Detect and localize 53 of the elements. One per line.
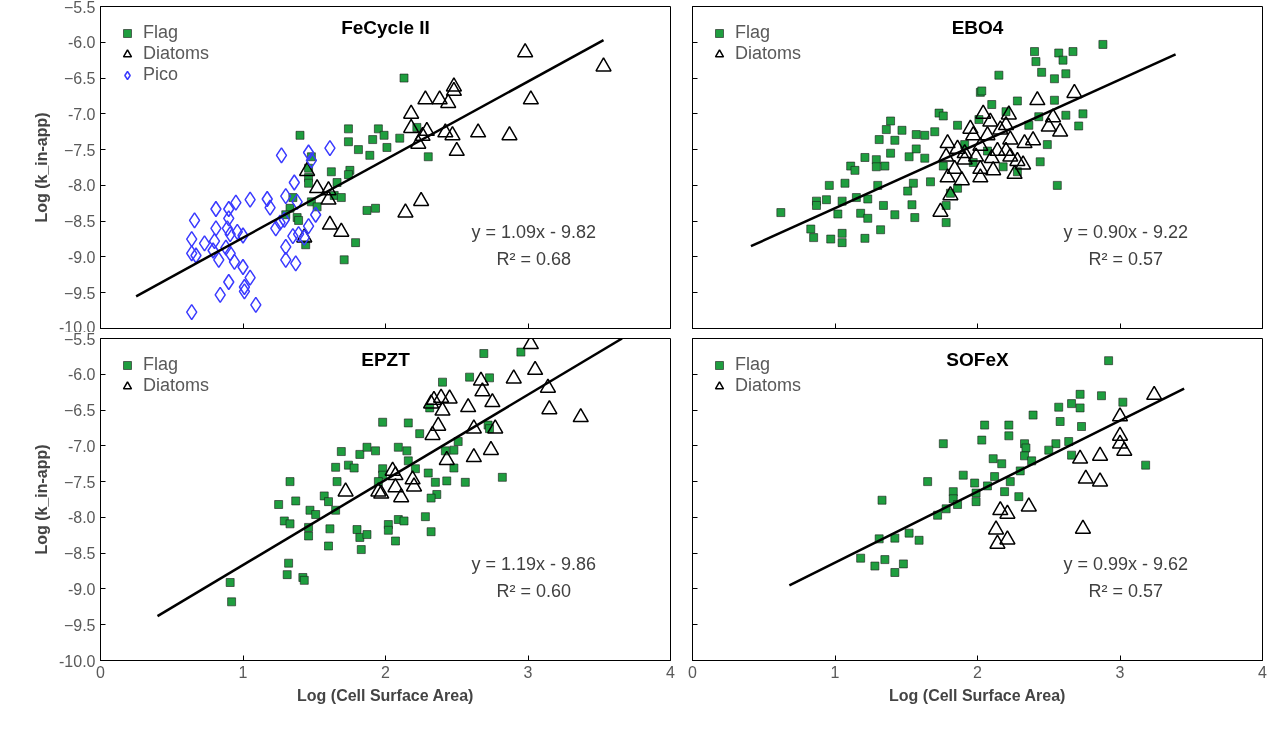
y-tick-label: −6.5	[63, 70, 96, 88]
annotation: y = 0.99x - 9.62	[1063, 553, 1188, 574]
annotation: R² = 0.57	[1088, 249, 1163, 270]
legend-label: Flag	[735, 354, 771, 375]
x-tick-label: 1	[830, 663, 840, 681]
x-axis-title: Log (Cell Surface Area)	[297, 686, 474, 704]
x-tick-label: 2	[973, 663, 983, 681]
text: FeCycle II	[341, 16, 430, 38]
annotation: y = 1.19x - 9.86	[471, 553, 596, 574]
annotation: y = 0.90x - 9.22	[1063, 221, 1188, 242]
y-tick-label: -9.0	[67, 580, 96, 598]
y-tick-label: -7.0	[67, 437, 96, 455]
legend-label: Diatoms	[143, 375, 210, 396]
y-tick-label: -8.0	[67, 177, 96, 195]
annotation: R² = 0.57	[1088, 581, 1163, 602]
y-tick-label: −9.5	[63, 284, 96, 302]
legend-label: Flag	[735, 22, 771, 43]
annotation: R² = 0.68	[496, 249, 571, 270]
annotation: R² = 0.60	[496, 581, 571, 602]
x-tick-label: 4	[1258, 663, 1268, 681]
legend-label: Flag	[143, 354, 179, 375]
legend-label: Flag	[143, 22, 179, 43]
annotation: y = 1.09x - 9.82	[471, 221, 596, 242]
y-tick-label: −8.5	[63, 545, 96, 563]
y-axis-title: Log (k_in-app)	[33, 444, 51, 555]
x-tick-label: 1	[238, 663, 248, 681]
text: SOFeX	[946, 348, 1009, 370]
text: EPZT	[361, 348, 411, 370]
text: EBO4	[951, 16, 1004, 38]
x-tick-label: 3	[523, 663, 533, 681]
y-tick-label: -9.0	[67, 248, 96, 266]
x-tick-label: 2	[381, 663, 391, 681]
y-tick-label: -7.0	[67, 105, 96, 123]
y-tick-label: -6.0	[67, 366, 96, 384]
x-axis-title: Log (Cell Surface Area)	[889, 686, 1066, 704]
legend-label: Diatoms	[735, 43, 802, 64]
y-tick-label: −6.5	[63, 402, 96, 420]
y-tick-label: −5.5	[63, 0, 96, 16]
y-tick-label: -10.0	[59, 652, 96, 670]
y-tick-label: −7.5	[63, 473, 96, 491]
legend-label: Diatoms	[143, 43, 210, 64]
y-tick-label: −8.5	[63, 213, 96, 231]
x-tick-label: 4	[666, 663, 676, 681]
legend-label: Diatoms	[735, 375, 802, 396]
y-tick-label: -8.0	[67, 509, 96, 527]
legend-label: Pico	[143, 64, 179, 85]
y-axis-title: Log (k_in-app)	[33, 112, 51, 223]
x-tick-label: 0	[96, 663, 106, 681]
x-tick-label: 0	[688, 663, 698, 681]
y-tick-label: −7.5	[63, 141, 96, 159]
y-tick-label: -6.0	[67, 34, 96, 52]
y-tick-label: −9.5	[63, 616, 96, 634]
x-tick-label: 3	[1115, 663, 1125, 681]
